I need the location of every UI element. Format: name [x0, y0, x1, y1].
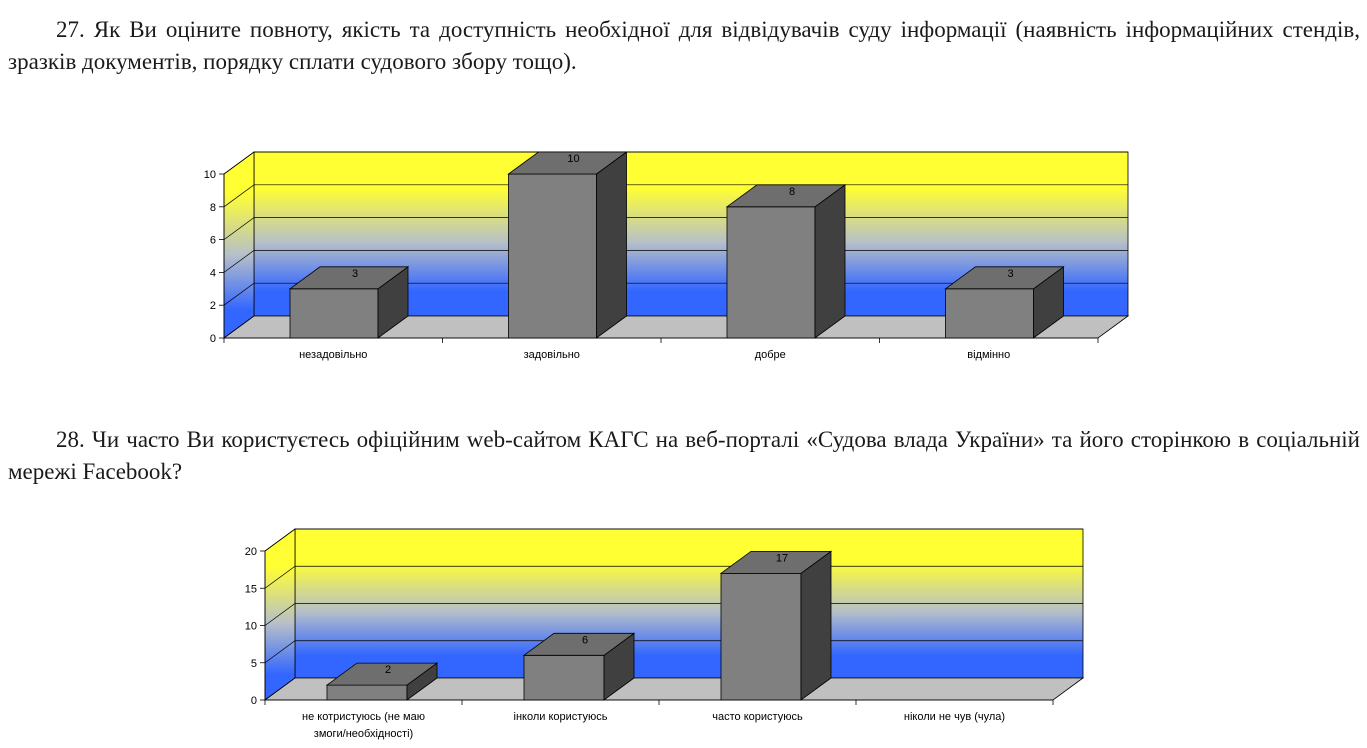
y-tick-label: 15 — [245, 583, 257, 595]
x-category-label: відмінно — [967, 349, 1010, 361]
x-category-label: задовільно — [524, 349, 580, 361]
data-label: 3 — [352, 268, 358, 280]
bar-front — [523, 654, 605, 701]
bar-front — [720, 572, 802, 701]
gridline — [223, 151, 1128, 175]
bar-top — [522, 632, 636, 656]
data-label: 2 — [385, 664, 391, 676]
bar-top — [507, 151, 628, 175]
bar-top — [288, 266, 410, 290]
bar-top — [719, 550, 833, 574]
data-label: 10 — [567, 153, 579, 165]
y-tick-label: 20 — [245, 546, 257, 558]
y-tick-label: 8 — [210, 202, 216, 214]
bar-top — [944, 266, 1065, 290]
x-category-label: добре — [755, 349, 786, 361]
y-tick-label: 5 — [251, 658, 257, 670]
x-category-label: інколи користуюсь — [514, 711, 608, 723]
question-27-text: 27. Як Ви оціните повноту, якість та дос… — [8, 17, 1360, 74]
x-category-label: не котристуюсь (не маю змоги/необхідності… — [302, 711, 425, 740]
y-tick-label: 4 — [210, 267, 216, 279]
question-28-text: 28. Чи часто Ви користуєтесь офіційним w… — [8, 427, 1360, 484]
bar-top — [725, 184, 847, 208]
x-category-label: ніколи не чув (чула) — [904, 711, 1005, 723]
y-tick-label: 10 — [204, 169, 216, 181]
data-label: 17 — [776, 552, 788, 564]
y-tick-label: 0 — [210, 333, 216, 345]
bar-front — [508, 173, 597, 339]
data-label: 3 — [1007, 268, 1013, 280]
data-label: 8 — [789, 186, 795, 198]
bar-side — [800, 550, 832, 701]
y-tick-label: 2 — [210, 300, 216, 312]
y-tick-label: 10 — [245, 621, 257, 633]
bar-front — [726, 206, 816, 339]
y-tick-label: 6 — [210, 235, 216, 247]
data-label: 6 — [582, 634, 588, 646]
x-category-label: незадовільно — [299, 349, 367, 361]
bar-front — [326, 684, 408, 701]
gridline — [264, 528, 1083, 552]
x-category-label: часто користуюсь — [712, 711, 803, 723]
bar-top — [325, 662, 439, 686]
y-tick-label: 0 — [251, 695, 257, 707]
